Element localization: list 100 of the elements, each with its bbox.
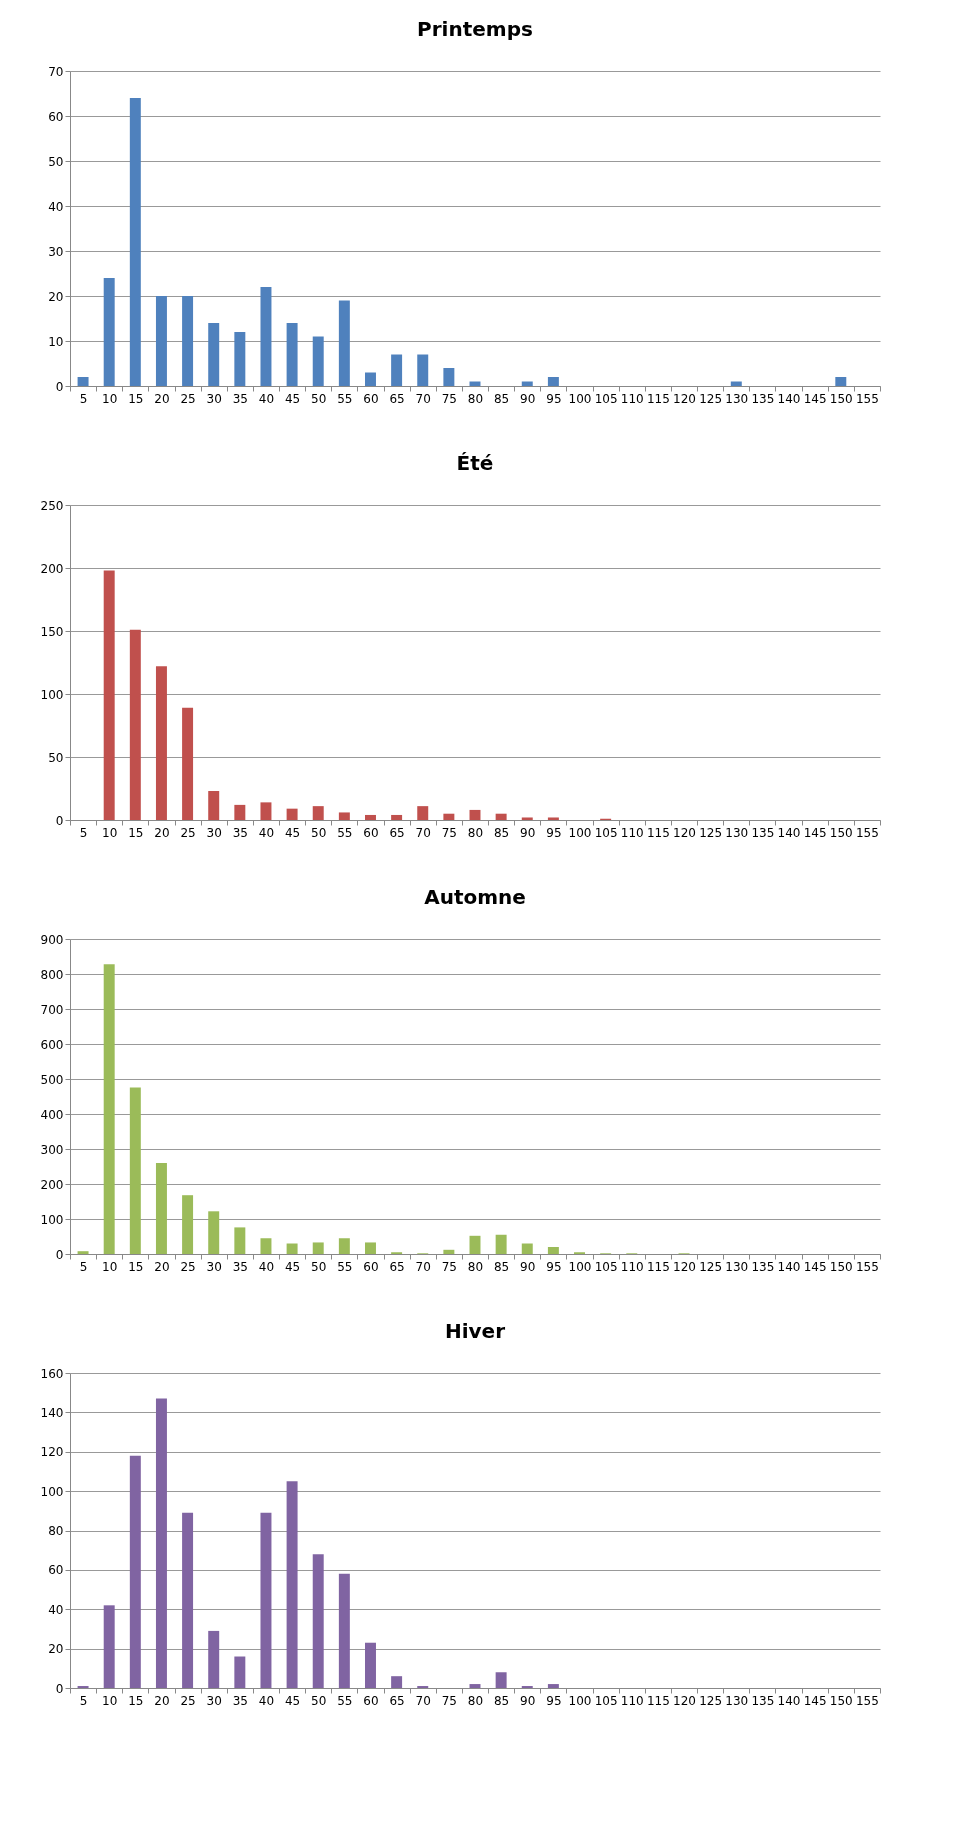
x-tick-label: 125 (699, 825, 723, 840)
y-tick-label: 120 (40, 1445, 64, 1460)
y-tick-label: 150 (40, 624, 64, 639)
x-tick-label: 40 (258, 825, 275, 840)
x-tick-label: 15 (128, 825, 144, 840)
x-tick-label: 15 (128, 391, 144, 406)
x-tick-label: 30 (206, 391, 222, 406)
bar (260, 287, 272, 386)
bar (443, 813, 455, 820)
y-tick-label: 50 (48, 154, 64, 169)
chart-title: Été (456, 451, 494, 475)
bar (521, 381, 533, 386)
bar (443, 368, 455, 386)
x-tick-label: 155 (855, 1259, 879, 1274)
x-tick-label: 60 (363, 1259, 379, 1274)
y-tick-label: 100 (40, 1212, 64, 1227)
bar (182, 707, 194, 820)
x-tick-label: 85 (493, 1693, 510, 1708)
bar (338, 1238, 350, 1254)
x-tick-label: 50 (311, 1259, 327, 1274)
bar (391, 1676, 403, 1688)
x-tick-label: 30 (206, 825, 222, 840)
y-tick-label: 60 (48, 109, 64, 124)
bar (286, 1481, 298, 1688)
x-tick-label: 20 (154, 825, 170, 840)
x-tick-label: 95 (546, 1259, 562, 1274)
x-tick-label: 120 (673, 825, 696, 840)
bar (234, 1227, 246, 1254)
x-tick-label: 35 (232, 391, 248, 406)
bar (155, 666, 167, 820)
bar (547, 1684, 559, 1688)
x-tick-label: 70 (415, 1693, 431, 1708)
x-tick-label: 45 (284, 825, 301, 840)
bar (365, 1642, 376, 1688)
x-tick-label: 120 (673, 391, 696, 406)
bar (469, 809, 481, 820)
x-tick-label: 125 (699, 391, 723, 406)
x-tick-label: 10 (102, 1693, 118, 1708)
bar (103, 964, 115, 1254)
x-tick-label: 130 (725, 825, 749, 840)
bar (730, 381, 742, 386)
bar (365, 1242, 376, 1254)
x-tick-label: 5 (79, 391, 88, 406)
x-tick-label: 100 (568, 391, 592, 406)
bar (77, 1251, 89, 1254)
y-tick-label: 140 (40, 1405, 64, 1420)
y-tick-label: 0 (55, 379, 64, 394)
bar (234, 332, 246, 386)
bar (103, 1605, 115, 1688)
x-tick-label: 155 (855, 825, 879, 840)
y-tick-label: 40 (48, 1602, 64, 1617)
bar (286, 1243, 298, 1254)
x-tick-label: 90 (520, 825, 536, 840)
x-tick-label: 115 (646, 1693, 670, 1708)
y-tick-label: 30 (48, 244, 64, 259)
bar (155, 296, 167, 386)
x-tick-label: 85 (493, 1259, 510, 1274)
x-tick-label: 75 (441, 391, 458, 406)
bar (155, 1163, 167, 1254)
bar (312, 1554, 324, 1688)
y-tick-label: 200 (40, 1177, 64, 1192)
x-tick-label: 10 (102, 825, 118, 840)
x-tick-label: 25 (180, 391, 196, 406)
bar (547, 377, 559, 386)
x-tick-label: 110 (620, 825, 644, 840)
bar (208, 791, 220, 820)
x-tick-label: 50 (311, 391, 327, 406)
y-tick-label: 0 (55, 1681, 64, 1696)
x-tick-label: 45 (284, 1693, 301, 1708)
x-tick-label: 10 (102, 1259, 118, 1274)
chart-title: Hiver (444, 1319, 506, 1343)
x-tick-label: 75 (441, 825, 458, 840)
x-tick-label: 55 (337, 825, 353, 840)
x-tick-label: 20 (154, 391, 170, 406)
y-tick-label: 20 (48, 289, 64, 304)
y-tick-label: 0 (55, 813, 64, 828)
y-tick-label: 600 (40, 1037, 64, 1052)
bar (286, 808, 298, 820)
bar (365, 372, 376, 386)
x-tick-label: 85 (493, 825, 510, 840)
x-tick-label: 20 (154, 1693, 170, 1708)
x-tick-label: 5 (79, 1259, 88, 1274)
x-tick-label: 115 (646, 1259, 670, 1274)
bar (495, 1234, 507, 1254)
x-tick-label: 75 (441, 1259, 458, 1274)
bar (338, 812, 350, 820)
x-tick-label: 145 (803, 391, 827, 406)
x-tick-label: 15 (128, 1693, 144, 1708)
x-tick-label: 120 (673, 1693, 696, 1708)
x-tick-label: 50 (311, 1693, 327, 1708)
x-tick-label: 80 (467, 1693, 484, 1708)
bar (260, 1512, 272, 1688)
x-tick-label: 150 (829, 391, 853, 406)
bar (260, 802, 272, 820)
x-tick-label: 130 (725, 1259, 749, 1274)
x-tick-label: 115 (646, 825, 670, 840)
bar (495, 813, 507, 820)
x-tick-label: 125 (699, 1693, 723, 1708)
bar (417, 806, 429, 820)
x-tick-label: 105 (594, 825, 618, 840)
